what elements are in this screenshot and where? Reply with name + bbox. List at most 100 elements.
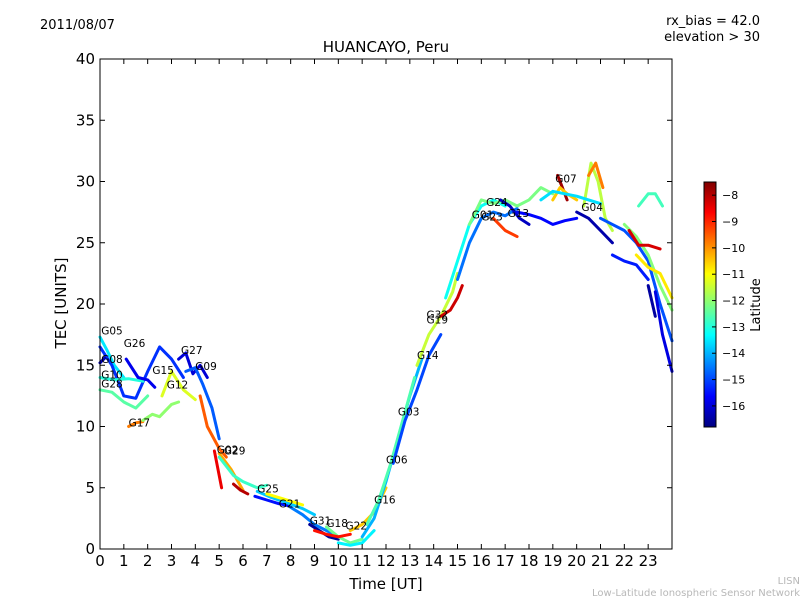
satellite-label: G31 [310,516,332,528]
x-tick-label: 9 [310,552,320,570]
series-line-17 [255,489,316,517]
colorbar-tick-label: −11 [722,268,745,281]
series-line-22 [313,529,352,539]
series-line-0 [98,335,126,379]
satellite-label: G02 [217,444,239,456]
x-tick-label: 17 [496,552,515,570]
series-line-21 [324,525,364,545]
satellite-label: G18 [326,518,348,530]
series-line-40 [539,189,602,206]
satellite-label: G10 [101,370,123,382]
x-tick-label: 2 [143,552,153,570]
series-line-29 [439,284,464,318]
series-line-45 [627,229,662,251]
satellite-label: G06 [386,454,408,466]
series-line-31 [456,206,519,281]
series-line-3 [98,388,150,410]
x-tick-label: 3 [167,552,177,570]
colorbar-tick-label: −12 [722,295,745,308]
x-tick-label: 23 [639,552,658,570]
satellite-label: G21 [279,498,301,510]
series-layer [98,161,674,547]
x-tick-label: 19 [543,552,562,570]
colorbar [703,181,717,428]
series-line-23 [336,529,376,547]
colorbar-tick-label: −14 [722,347,745,360]
series-line-37 [551,186,579,202]
y-tick-label: 40 [76,50,95,68]
series-line-8 [160,369,197,402]
org-short-label: LISN [777,576,800,587]
satellite-label: G29 [224,446,246,458]
satellite-label: G04 [581,202,603,214]
satellite-label: G19 [427,315,449,327]
x-tick-label: 22 [615,552,634,570]
colorbar-label: Latitude [749,278,764,332]
y-tick-label: 30 [76,173,95,191]
chart-title: HUANCAYO, Peru [323,38,449,56]
series-line-12 [212,449,224,490]
series-line-11 [198,394,228,459]
series-line-36 [556,173,569,202]
x-tick-label: 14 [424,552,443,570]
series-line-13 [217,451,245,492]
colorbar-tick-label: −13 [722,321,745,334]
x-tick-label: 8 [286,552,296,570]
satellite-label: G15 [152,365,174,377]
series-line-19 [289,505,340,539]
series-line-48 [634,253,674,300]
satellite-label: G14 [417,350,439,362]
series-line-6 [127,420,145,428]
satellite-label: G08 [101,354,123,366]
series-line-47 [646,284,657,318]
satellite-label: G22 [346,520,368,532]
x-tick-label: 10 [329,552,348,570]
org-full-label: Low-Latitude Ionospheric Sensor Network [592,588,800,599]
series-line-49 [653,290,674,373]
satellite-label: G32 [427,310,449,322]
credit-box: LISN Low-Latitude Ionospheric Sensor Net… [592,576,800,600]
x-tick-label: 7 [262,552,272,570]
satellite-label: G09 [195,361,217,373]
y-tick-label: 25 [76,234,95,252]
x-tick-label: 1 [119,552,129,570]
satellite-label: G28 [101,378,123,390]
x-axis-label: Time [UT] [348,575,422,593]
satellite-label: G23 [481,212,503,224]
x-tick-label: 18 [519,552,538,570]
params-box: rx_bias = 42.0 elevation > 30 [664,14,760,46]
colorbar-ticks: −8 −9 −10 −11 −12 −13 −14 −15 −16 [712,189,745,413]
colorbar-tick-label: −10 [722,242,745,255]
y-tick-label: 5 [85,479,95,497]
series-line-35 [515,210,579,226]
x-tick-label: 11 [353,552,372,570]
satellite-label: G13 [508,208,529,220]
series-line-18 [265,492,305,507]
series-line-16 [253,494,293,508]
satellite-label: G05 [101,326,123,338]
y-tick-label: 10 [76,418,95,436]
x-tick-label: 6 [238,552,248,570]
satellite-label: G25 [257,484,279,496]
satellite-label: G27 [181,345,203,357]
series-line-9 [177,351,209,379]
series-line-1 [98,345,185,400]
satellite-label: G01 [472,209,494,221]
date-label: 2011/08/07 [40,18,115,33]
series-line-7 [141,400,181,422]
series-line-46 [610,253,650,281]
series-line-41 [575,210,614,245]
x-tick-label: 16 [472,552,491,570]
elevation-label: elevation > 30 [664,30,760,45]
y-tick-label: 35 [76,111,95,129]
satellite-label: G26 [124,338,146,350]
series-line-32 [467,186,555,226]
series-line-4 [98,376,145,383]
y-tick-label: 15 [76,356,95,374]
satellite-label: G24 [486,197,508,209]
satellite-label: G03 [398,407,420,419]
series-line-2 [98,356,107,365]
y-axis-label: TEC [UNITS] [52,258,70,350]
x-tick-label: 15 [448,552,467,570]
series-line-34 [498,198,531,226]
